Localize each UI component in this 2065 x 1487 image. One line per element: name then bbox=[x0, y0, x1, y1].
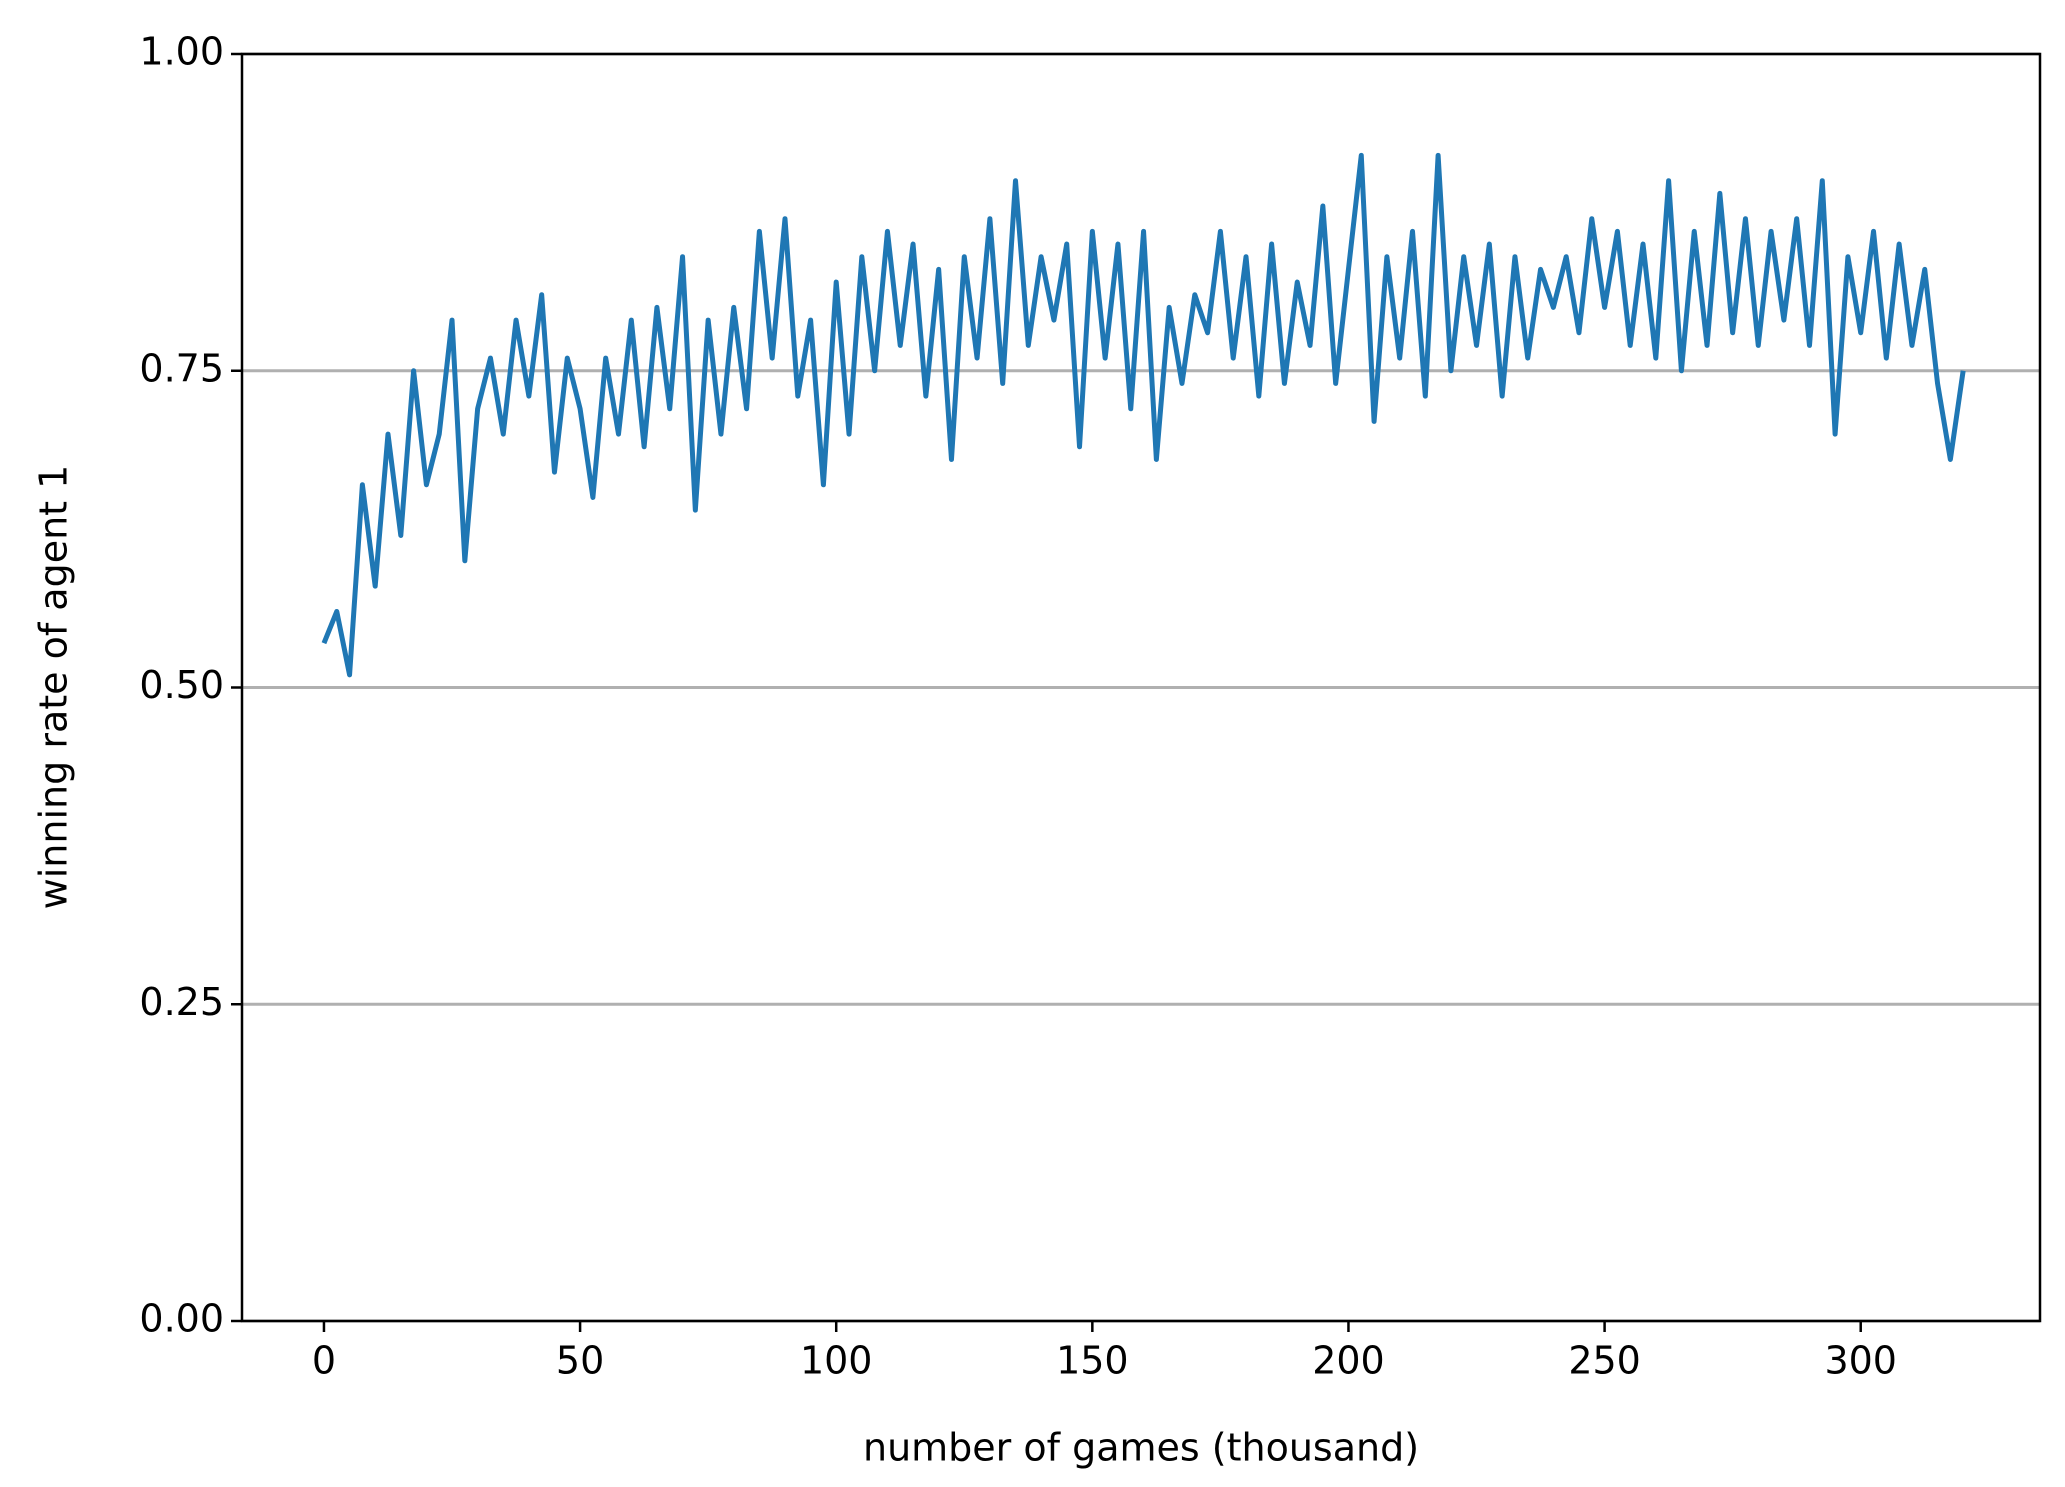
x-tick-label: 50 bbox=[556, 1339, 604, 1383]
x-tick-label: 100 bbox=[800, 1339, 873, 1383]
x-tick-label: 150 bbox=[1056, 1339, 1129, 1383]
y-tick-label: 1.00 bbox=[139, 30, 224, 74]
y-tick-label: 0.75 bbox=[139, 346, 224, 390]
axes-frame bbox=[240, 52, 2042, 1323]
x-tick-label: 0 bbox=[312, 1339, 336, 1383]
data-line bbox=[321, 152, 1966, 678]
y-tick-label: 0.00 bbox=[139, 1297, 224, 1341]
x-tick-label: 250 bbox=[1568, 1339, 1641, 1383]
x-axis-label: number of games (thousand) bbox=[863, 1426, 1419, 1470]
x-tick-label: 200 bbox=[1312, 1339, 1385, 1383]
y-axis-label: winning rate of agent 1 bbox=[32, 465, 76, 910]
y-tick-label: 0.25 bbox=[139, 980, 224, 1024]
y-tick-label: 0.50 bbox=[139, 663, 224, 707]
x-tick-label: 300 bbox=[1824, 1339, 1897, 1383]
